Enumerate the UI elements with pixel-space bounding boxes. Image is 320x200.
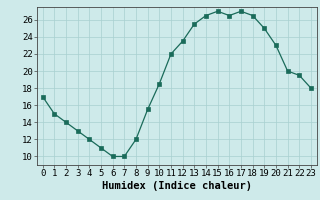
X-axis label: Humidex (Indice chaleur): Humidex (Indice chaleur) — [102, 181, 252, 191]
